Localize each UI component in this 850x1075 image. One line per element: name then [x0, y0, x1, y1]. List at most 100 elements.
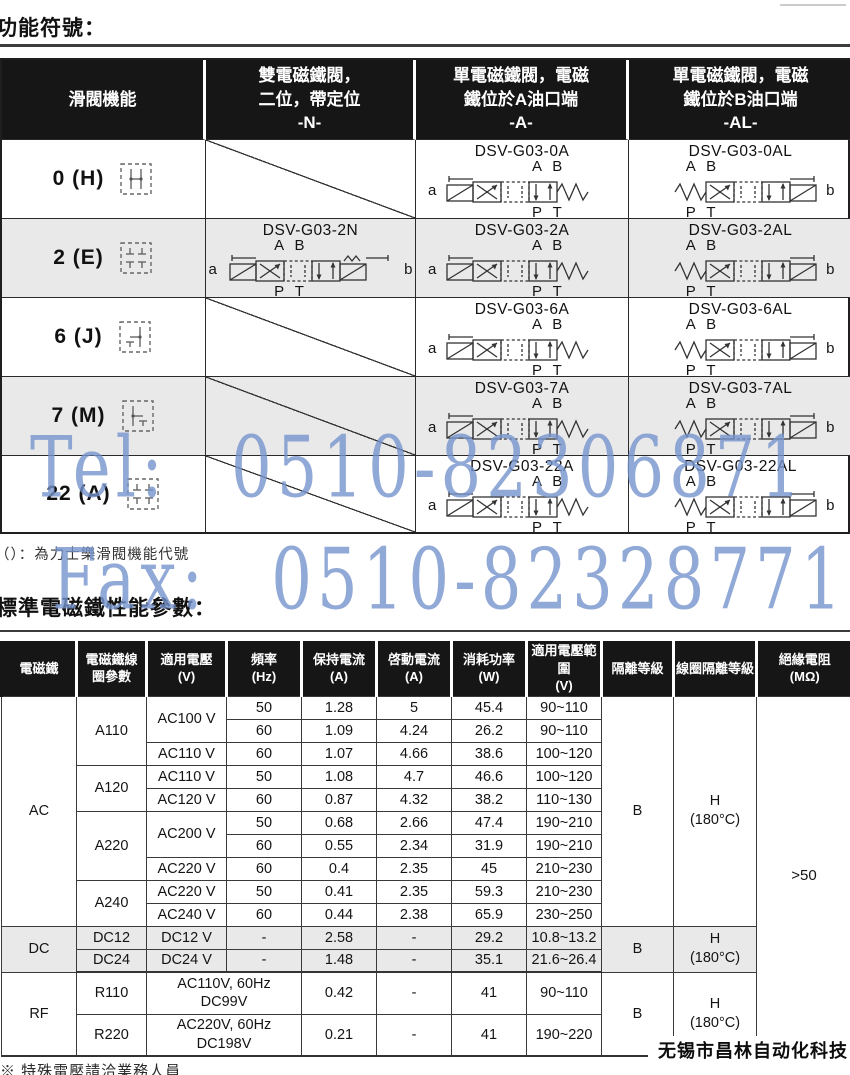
voltage-range-cell: 100~120 [526, 764, 602, 789]
voltage-cell: AC220 V [146, 856, 227, 881]
no-product-diagonal-cell [206, 377, 416, 456]
voltage-range-cell: 90~110 [526, 695, 602, 720]
voltage-range-cell: 190~210 [526, 810, 602, 835]
heading-divider [0, 44, 850, 47]
voltage-range-cell: 210~230 [526, 856, 602, 881]
valve-schematic-icon [439, 489, 605, 525]
holding-current-cell: 0.21 [301, 1013, 377, 1057]
heading-divider [0, 630, 850, 632]
spool-code-label: 2 (E) [53, 246, 104, 269]
port-label-pt: P T [531, 441, 562, 458]
voltage-cell: AC110 V [146, 764, 227, 789]
valve-model-code: DSV-G03-0A [474, 143, 570, 160]
valve-cell: DSV-G03-7AL A B P T b [629, 377, 850, 457]
spool-code-label: 0 (H) [52, 167, 105, 190]
valve-model-code: DSV-G03-6AL [688, 301, 793, 318]
power-cell: 31.9 [451, 833, 527, 858]
spool-symbol-icon [118, 160, 154, 198]
valve-model-code: DSV-G03-7A [474, 380, 570, 397]
power-cell: 38.6 [451, 741, 527, 766]
power-cell: 45.4 [451, 695, 527, 720]
rexroth-code-note: （）：為力士樂滑閥機能代號 [0, 547, 190, 563]
valve-cell: DSV-G03-0AL A B P T b [629, 140, 850, 220]
power-cell: 41 [451, 1013, 527, 1057]
solenoid-label-a: a [428, 419, 437, 436]
special-voltage-footnote: ※ 特殊電壓請洽業務人員 [0, 1063, 182, 1075]
no-product-diagonal-cell [206, 140, 416, 219]
spool-symbol-icon [118, 239, 154, 277]
port-label-pt: P T [531, 362, 562, 379]
inrush-current-cell: 2.35 [376, 879, 452, 904]
col-header-coil-param: 電磁鐵線 圈參數 [75, 641, 147, 697]
spool-symbol-icon [120, 397, 156, 435]
power-cell: 41 [451, 971, 527, 1015]
inrush-current-cell: 2.66 [376, 810, 452, 835]
valve-schematic-icon [439, 253, 605, 289]
company-brand-text: 无锡市昌林自动化科技 [648, 1036, 850, 1065]
solenoid-parameter-table: 電磁鐵 電磁鐵線 圈參數 適用電壓 (V) 頻率 (Hz) 保持電流 (A) 啓… [0, 641, 850, 1058]
spool-code-label: 6 (J) [54, 325, 103, 348]
voltage-cell: AC200 V [146, 810, 227, 858]
group-dc: DC [1, 925, 77, 973]
solenoid-table-header-row: 電磁鐵 電磁鐵線 圈參數 適用電壓 (V) 頻率 (Hz) 保持電流 (A) 啓… [0, 641, 850, 697]
power-cell: 35.1 [451, 948, 527, 974]
valve-schematic-icon [658, 411, 824, 447]
voltage-cell: AC220 V [146, 879, 227, 904]
spool-code-label: 22 (A) [46, 482, 111, 505]
inrush-current-cell: 4.24 [376, 718, 452, 743]
port-label-ab: A B [531, 316, 563, 333]
valve-schematic-icon [658, 253, 824, 289]
port-label-ab: A B [685, 237, 717, 254]
solenoid-label-b: b [826, 497, 835, 514]
valve-schematic-icon [439, 174, 605, 210]
col-header-power: 消耗功率 (W) [450, 641, 527, 697]
holding-current-cell: 0.55 [301, 833, 377, 858]
table-row: A120 AC110 V 50 1.08 4.7 46.6 100~120 [2, 764, 850, 812]
valve-cell: DSV-G03-2N A B P T a b [206, 219, 416, 299]
port-label-ab: A B [685, 473, 717, 490]
freq-cell: 50 [226, 695, 302, 720]
solenoid-label-b: b [826, 419, 835, 436]
function-symbol-table: 滑閥機能 雙電磁鐵閥， 二位，帶定位 -N- 單電磁鐵閥，電磁 鐵位於A油口端 … [0, 58, 850, 536]
valve-schematic-icon [439, 332, 605, 368]
voltage-cell: AC110 V [146, 741, 227, 766]
table-row-label-cell: 7 (M) [2, 377, 206, 456]
col-header-insulation-resistance: 絕緣電阻 (MΩ) [755, 641, 850, 697]
table-row-label-cell: 22 (A) [2, 456, 206, 532]
valve-cell: DSV-G03-2AL A B P T b [629, 219, 850, 299]
voltage-range-cell: 190~220 [526, 1013, 602, 1057]
solenoid-label-b: b [826, 182, 835, 199]
valve-model-code: DSV-G03-2N [262, 222, 359, 239]
inrush-current-cell: 2.34 [376, 833, 452, 858]
voltage-cell: AC120 V [146, 787, 227, 812]
voltage-cell: DC24 V [146, 948, 227, 974]
valve-schematic-icon [658, 489, 824, 525]
solenoid-label-b: b [404, 261, 413, 278]
valve-schematic-icon [220, 253, 402, 289]
valve-model-code: DSV-G03-0AL [688, 143, 793, 160]
coil-a110: A110 [76, 695, 147, 766]
port-label-ab: A B [531, 158, 563, 175]
holding-current-cell: 1.28 [301, 695, 377, 720]
spool-symbol-icon [125, 475, 161, 513]
inrush-current-cell: - [376, 948, 452, 974]
inrush-current-cell: 2.35 [376, 856, 452, 881]
solenoid-label-a: a [428, 497, 437, 514]
inrush-current-cell: 4.32 [376, 787, 452, 812]
valve-cell: DSV-G03-22A A B P T a [416, 456, 629, 535]
power-cell: 29.2 [451, 925, 527, 950]
solenoid-label-b: b [826, 340, 835, 357]
table-row: AC A110 AC100 V 50 1.28 5 45.4 90~110 B … [1, 695, 850, 1057]
holding-current-cell: 0.44 [301, 902, 377, 927]
port-label-pt: P T [685, 519, 716, 536]
voltage-range-cell: 230~250 [526, 902, 602, 927]
freq-cell: 50 [226, 810, 302, 835]
holding-current-cell: 1.09 [301, 718, 377, 743]
valve-model-code: DSV-G03-22A [470, 458, 574, 475]
holding-current-cell: 1.08 [301, 764, 377, 789]
valve-model-code: DSV-G03-2A [474, 222, 570, 239]
valve-model-code: DSV-G03-7AL [688, 380, 793, 397]
solenoid-label-a: a [208, 261, 217, 278]
coil-dc12: DC12 [76, 925, 147, 950]
